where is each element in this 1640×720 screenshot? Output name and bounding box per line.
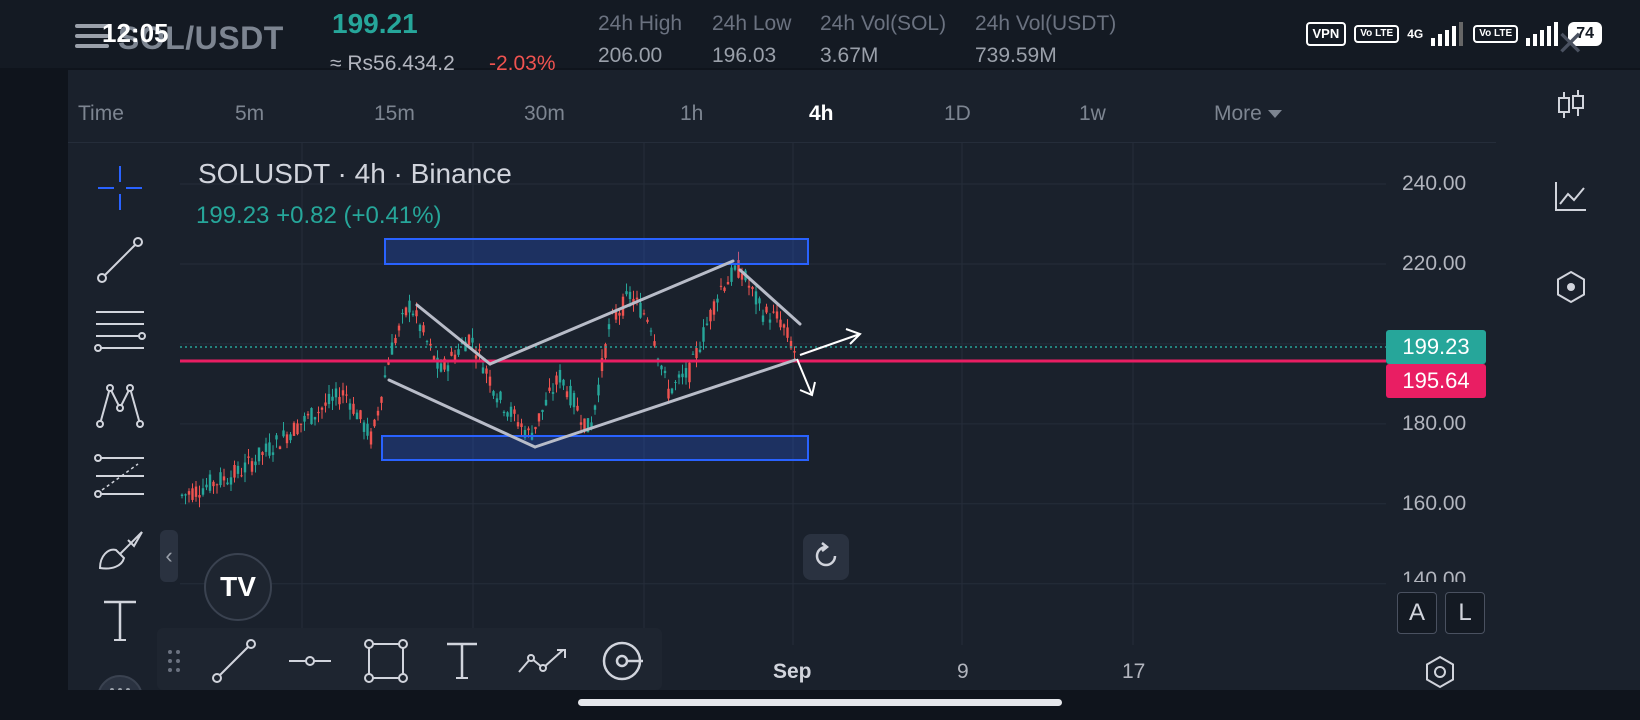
x-axis-label: 17: [1122, 660, 1146, 683]
trend-line-icon[interactable]: [94, 234, 146, 286]
last-price: 199.21: [332, 8, 418, 39]
stat-label: 24h Low: [712, 12, 792, 35]
stat-value: 3.67M: [820, 44, 879, 67]
tab-1w[interactable]: 1w: [1079, 102, 1106, 125]
timeframe-bar: Time 5m 15m 30m 1h 4h 1D 1w More: [68, 70, 1496, 143]
tab-1d[interactable]: 1D: [944, 102, 971, 125]
stat-label: 24h High: [598, 12, 683, 35]
last-price-tag: 199.23: [1386, 330, 1486, 364]
tradingview-logo: TV: [204, 553, 272, 621]
rectangle-icon[interactable]: [363, 638, 409, 684]
magnet-icon[interactable]: [599, 638, 645, 684]
horizontal-line-price-tag[interactable]: 195.64: [1386, 364, 1486, 398]
text-tool-icon[interactable]: [439, 638, 485, 684]
signal-icon: [1431, 22, 1464, 46]
top-bar: SOL/USDT 12:05 199.21 ≈ Rs56,434.2 -2.03…: [0, 0, 1640, 75]
right-sidebar: [1496, 70, 1640, 690]
tab-1h[interactable]: 1h: [680, 102, 704, 125]
horizontal-line-icon[interactable]: [287, 638, 333, 684]
y-axis-label: 140.00: [1402, 568, 1467, 582]
battery-indicator: 74: [1568, 22, 1602, 46]
left-toolbar: [68, 140, 168, 700]
volte-indicator: Vo LTE: [1354, 25, 1400, 43]
chart-symbol-legend[interactable]: SOLUSDT · 4h · Binance: [198, 158, 512, 189]
chevron-down-icon: [1267, 110, 1282, 119]
price-change: -2.03%: [489, 52, 556, 75]
stat-value: 206.00: [598, 44, 663, 67]
auto-scale-button[interactable]: A: [1397, 592, 1437, 634]
path-icon[interactable]: [515, 638, 571, 684]
drag-handle-icon[interactable]: [161, 638, 187, 684]
menu-icon[interactable]: [75, 24, 109, 54]
network-type-indicator: 4G: [1407, 27, 1424, 41]
y-axis-label: 220.00: [1402, 252, 1467, 275]
prediction-icon[interactable]: [94, 450, 146, 502]
text-icon[interactable]: [94, 594, 146, 646]
price-inr: ≈ Rs56,434.2: [330, 52, 455, 75]
volte-indicator-2: Vo LTE: [1473, 25, 1519, 43]
vpn-indicator: VPN: [1305, 22, 1347, 46]
home-indicator[interactable]: [578, 699, 1062, 706]
chart-price-legend: 199.23 +0.82 (+0.41%): [196, 202, 442, 229]
tab-5m[interactable]: 5m: [235, 102, 265, 125]
log-scale-button[interactable]: L: [1445, 592, 1485, 634]
y-axis-label: 240.00: [1402, 172, 1467, 195]
stat-value: 196.03: [712, 44, 777, 67]
pattern-icon[interactable]: [94, 378, 146, 430]
crosshair-icon[interactable]: [94, 162, 146, 214]
y-axis-label: 180.00: [1402, 412, 1467, 435]
reset-icon: [815, 542, 837, 567]
x-axis-label: 9: [957, 660, 969, 683]
status-time: 12:05: [102, 18, 169, 48]
settings-icon[interactable]: [1422, 654, 1458, 690]
tab-30m[interactable]: 30m: [524, 102, 565, 125]
signal-icon-2: [1526, 22, 1559, 46]
drawing-toolbar: [157, 628, 662, 690]
line-icon[interactable]: [211, 638, 257, 684]
stat-label: 24h Vol(USDT): [975, 12, 1117, 35]
stat-24h-vol-sol: 24h Vol(SOL) 3.67M: [820, 12, 946, 68]
candles-icon[interactable]: [1554, 88, 1588, 122]
brush-icon[interactable]: [94, 522, 146, 574]
tab-more-label: More: [1214, 102, 1262, 125]
tab-15m[interactable]: 15m: [374, 102, 415, 125]
system-status-icons: VPN Vo LTE 4G Vo LTE 74: [1305, 20, 1602, 48]
tab-4h[interactable]: 4h: [809, 102, 834, 125]
objects-icon[interactable]: [1554, 270, 1588, 304]
stat-24h-vol-usdt: 24h Vol(USDT) 739.59M: [975, 12, 1116, 68]
stat-24h-low: 24h Low 196.03: [712, 12, 791, 68]
stat-24h-high: 24h High 206.00: [598, 12, 682, 68]
tab-time[interactable]: Time: [78, 102, 124, 125]
y-axis-label: 160.00: [1402, 492, 1467, 515]
close-icon[interactable]: ✕: [1556, 25, 1585, 63]
collapse-toolbar-button[interactable]: ‹: [160, 530, 178, 582]
fib-retracement-icon[interactable]: [94, 306, 146, 358]
indicators-icon[interactable]: [1554, 178, 1588, 212]
tab-more[interactable]: More: [1214, 102, 1282, 126]
x-axis-label: Sep: [773, 660, 812, 683]
reset-chart-button[interactable]: [803, 534, 849, 580]
stat-value: 739.59M: [975, 44, 1057, 67]
pair-title[interactable]: SOL/USDT: [118, 20, 284, 56]
stat-label: 24h Vol(SOL): [820, 12, 947, 35]
